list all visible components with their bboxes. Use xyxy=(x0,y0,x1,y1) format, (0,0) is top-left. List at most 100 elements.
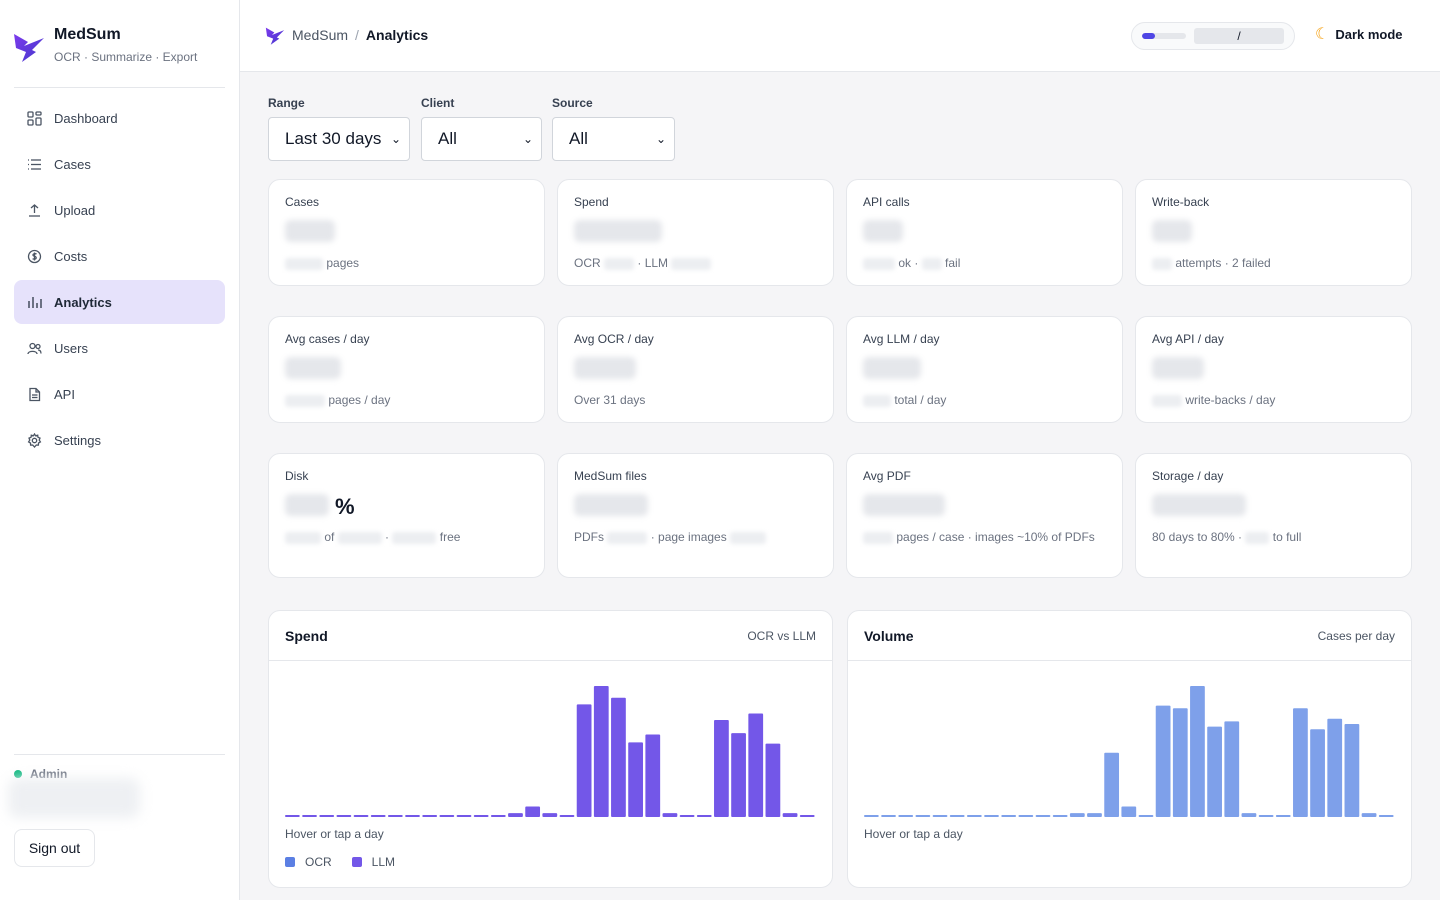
spend-bar[interactable] xyxy=(319,815,335,817)
sidebar-item-upload[interactable]: Upload xyxy=(14,188,225,232)
stat-value-redacted xyxy=(285,357,341,379)
spend-bar[interactable] xyxy=(302,815,317,817)
spend-bar[interactable] xyxy=(473,815,489,817)
spend-bar[interactable] xyxy=(696,815,712,817)
spend-bar[interactable] xyxy=(525,806,541,817)
volume-bar[interactable] xyxy=(915,815,931,817)
spend-bar[interactable] xyxy=(439,815,455,817)
volume-bar[interactable] xyxy=(1258,815,1274,817)
sidebar-item-dashboard[interactable]: Dashboard xyxy=(14,96,225,140)
sign-out-button[interactable]: Sign out xyxy=(14,829,95,867)
spend-bar[interactable] xyxy=(714,720,729,817)
legend-label: OCR xyxy=(305,855,332,869)
client-label: Client xyxy=(421,96,455,110)
source-select[interactable]: All ⌄ xyxy=(552,117,675,161)
legend-item-ocr[interactable]: OCR xyxy=(285,855,332,869)
volume-bar[interactable] xyxy=(1138,815,1154,817)
volume-bar[interactable] xyxy=(864,815,879,817)
volume-bar[interactable] xyxy=(1069,813,1085,817)
spend-bar[interactable] xyxy=(387,815,403,817)
spend-bar[interactable] xyxy=(370,815,386,817)
volume-bar[interactable] xyxy=(1001,815,1017,817)
spend-bar[interactable] xyxy=(559,815,575,817)
volume-bar[interactable] xyxy=(898,815,914,817)
stat-subtext: ok · fail xyxy=(863,254,1103,272)
sidebar-item-cases[interactable]: Cases xyxy=(14,142,225,186)
volume-bar[interactable] xyxy=(1155,705,1171,817)
dark-mode-toggle[interactable]: ☾ Dark mode xyxy=(1315,24,1403,44)
spend-bar-chart[interactable] xyxy=(285,681,817,819)
volume-bar[interactable] xyxy=(1361,813,1377,817)
volume-bar[interactable] xyxy=(984,815,999,817)
spend-bar[interactable] xyxy=(662,813,678,817)
moon-icon: ☾ xyxy=(1315,26,1330,43)
spend-bar[interactable] xyxy=(645,734,661,817)
volume-bar[interactable] xyxy=(1087,813,1102,817)
stat-card-avg-llm: Avg LLM / day total / day xyxy=(846,316,1123,423)
volume-bar[interactable] xyxy=(1310,729,1325,817)
volume-bar[interactable] xyxy=(949,815,965,817)
spend-bar[interactable] xyxy=(285,815,300,817)
spend-bar[interactable] xyxy=(782,813,798,817)
brand: MedSum OCR · Summarize · Export xyxy=(12,24,197,64)
volume-bar[interactable] xyxy=(1275,815,1291,817)
volume-bar[interactable] xyxy=(1207,726,1222,817)
volume-bar[interactable] xyxy=(1018,815,1034,817)
spend-bar[interactable] xyxy=(336,815,352,817)
spend-bar[interactable] xyxy=(731,733,746,817)
volume-bar[interactable] xyxy=(1293,708,1308,817)
range-select[interactable]: Last 30 days ⌄ xyxy=(268,117,410,161)
breadcrumb-separator: / xyxy=(355,27,359,43)
volume-bar[interactable] xyxy=(1052,815,1068,817)
volume-bar[interactable] xyxy=(966,815,982,817)
volume-bar[interactable] xyxy=(881,815,896,817)
breadcrumb-root[interactable]: MedSum xyxy=(292,27,349,43)
chevron-down-icon: ⌄ xyxy=(655,132,666,146)
sidebar-item-analytics[interactable]: Analytics xyxy=(14,280,225,324)
spend-bar[interactable] xyxy=(576,704,592,817)
volume-bar[interactable] xyxy=(1190,686,1205,817)
spend-bar[interactable] xyxy=(490,815,506,817)
volume-bar[interactable] xyxy=(1172,708,1188,817)
volume-bar[interactable] xyxy=(1035,815,1051,817)
volume-bar[interactable] xyxy=(1224,721,1240,817)
range-label: Range xyxy=(268,96,305,110)
sidebar-item-api[interactable]: API xyxy=(14,372,225,416)
spend-bar[interactable] xyxy=(611,697,626,817)
volume-bar[interactable] xyxy=(1241,813,1257,817)
volume-bar[interactable] xyxy=(1378,815,1394,817)
stat-card-avg-ocr: Avg OCR / day Over 31 days xyxy=(557,316,834,423)
spend-bar[interactable] xyxy=(679,815,695,817)
stat-label: Write-back xyxy=(1152,195,1210,209)
spend-bar[interactable] xyxy=(628,742,643,817)
stat-card-disk: Disk % of · free xyxy=(268,453,545,578)
spend-bar[interactable] xyxy=(593,686,609,817)
sidebar-item-settings[interactable]: Settings xyxy=(14,418,225,462)
stat-subtext: pages / day xyxy=(285,391,525,409)
sidebar-item-costs[interactable]: Costs xyxy=(14,234,225,278)
spend-bar[interactable] xyxy=(765,743,781,817)
volume-bar[interactable] xyxy=(1104,752,1120,817)
spend-bar[interactable] xyxy=(748,713,764,817)
stat-subtext: PDFs · page images xyxy=(574,528,814,546)
client-select[interactable]: All ⌄ xyxy=(421,117,542,161)
spend-bar[interactable] xyxy=(799,815,815,817)
spend-bar[interactable] xyxy=(508,813,523,817)
chevron-down-icon: ⌄ xyxy=(390,132,401,146)
stat-subtext: 80 days to 80% · to full xyxy=(1152,530,1302,544)
spend-bar[interactable] xyxy=(405,815,420,817)
volume-bar[interactable] xyxy=(932,815,948,817)
volume-bar[interactable] xyxy=(1327,718,1343,817)
stat-value-redacted xyxy=(1152,494,1246,516)
volume-bar-chart[interactable] xyxy=(864,681,1396,819)
volume-bar[interactable] xyxy=(1121,806,1137,817)
spend-bar[interactable] xyxy=(353,815,369,817)
legend-item-llm[interactable]: LLM xyxy=(351,855,395,869)
spend-bar[interactable] xyxy=(422,815,438,817)
spend-bar[interactable] xyxy=(456,815,472,817)
spend-bar[interactable] xyxy=(542,813,558,817)
sidebar-item-label: Dashboard xyxy=(54,110,118,126)
sidebar-item-users[interactable]: Users xyxy=(14,326,225,370)
volume-bar[interactable] xyxy=(1344,723,1360,817)
stat-subtext: write-backs / day xyxy=(1152,391,1392,409)
